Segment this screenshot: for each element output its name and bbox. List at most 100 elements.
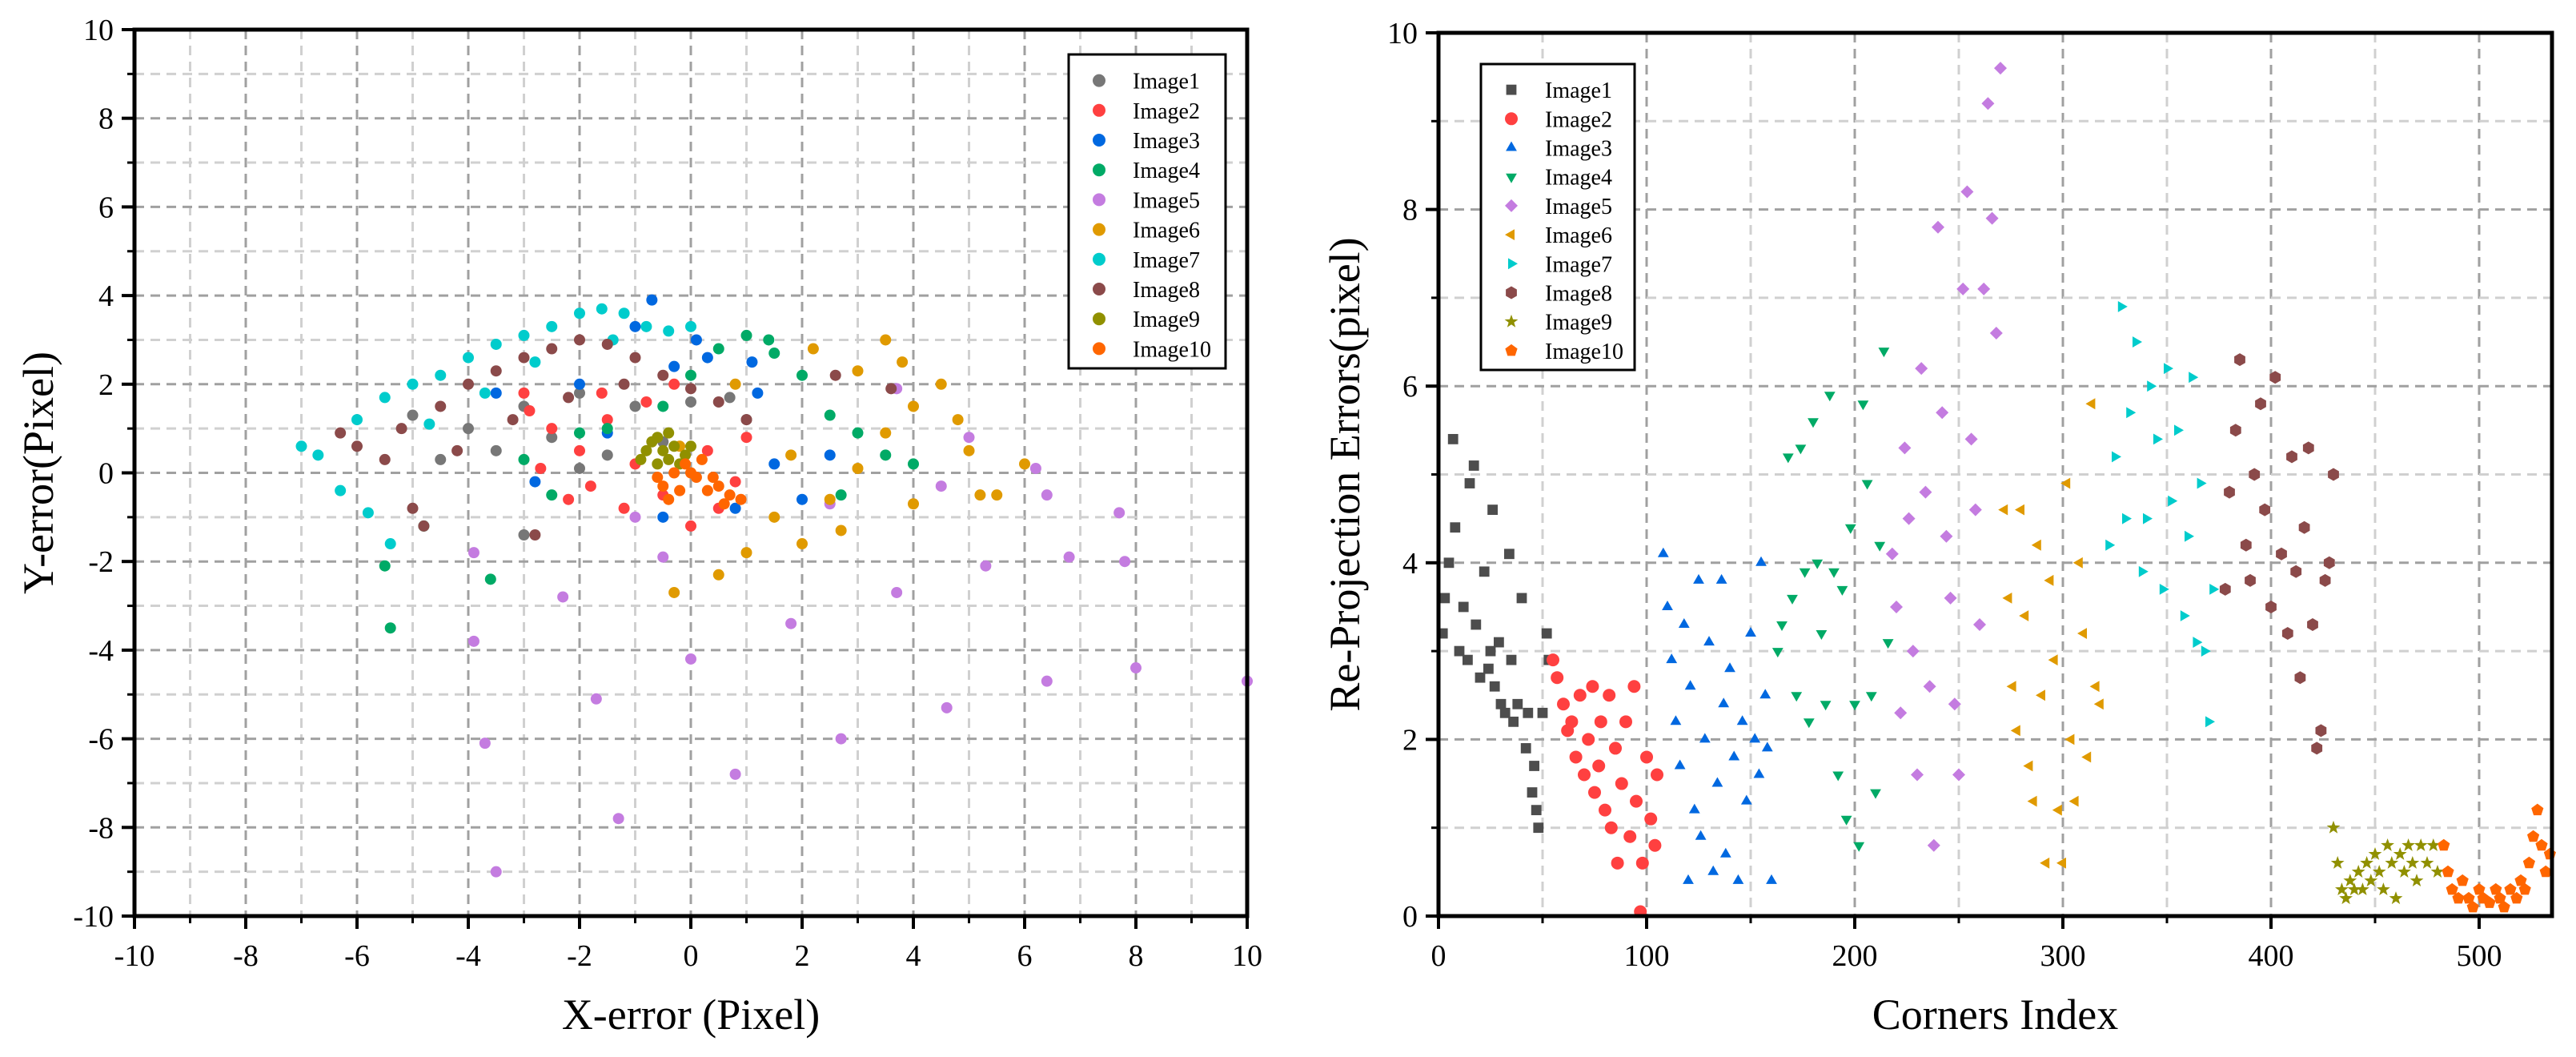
data-point <box>2504 882 2517 895</box>
data-point <box>618 502 630 514</box>
legend-item-image4: Image4 <box>1093 159 1200 183</box>
legend-marker-icon <box>1093 223 1105 236</box>
series-image9 <box>635 427 696 470</box>
data-point <box>2052 804 2062 816</box>
legend-label: Image7 <box>1133 248 1200 273</box>
data-point <box>1707 865 1719 875</box>
data-point <box>395 423 407 435</box>
data-point <box>1603 689 1616 702</box>
data-point <box>1994 62 2007 75</box>
data-point <box>574 378 585 390</box>
data-point <box>829 369 841 381</box>
data-point <box>2385 856 2399 869</box>
data-point <box>1468 460 1479 471</box>
data-point <box>657 511 669 523</box>
y-tick-label: 8 <box>1402 194 1418 227</box>
series-image2 <box>1547 653 1663 918</box>
data-point <box>1644 812 1658 826</box>
data-point <box>1791 692 1803 702</box>
data-point <box>2343 874 2357 886</box>
data-point <box>384 538 396 550</box>
data-point <box>2442 865 2454 878</box>
legend-marker-icon <box>1093 134 1105 147</box>
data-point <box>546 423 558 435</box>
legend-label: Image8 <box>1545 282 1612 307</box>
data-point <box>1911 768 1924 782</box>
legend-marker-icon <box>1093 74 1105 87</box>
data-point <box>1651 768 1663 782</box>
data-point <box>2249 468 2261 481</box>
data-point <box>824 449 836 461</box>
data-point <box>2060 477 2071 489</box>
data-point <box>2168 495 2178 507</box>
data-point <box>546 432 558 444</box>
x-tick-label: 6 <box>1017 939 1033 973</box>
data-point <box>335 484 347 496</box>
data-point <box>1989 327 2003 340</box>
data-point <box>463 378 474 390</box>
y-tick-label: 6 <box>98 191 114 224</box>
data-point <box>2010 725 2020 737</box>
data-point <box>1703 636 1715 646</box>
data-point <box>563 493 575 505</box>
data-point <box>379 560 391 572</box>
data-point <box>629 320 641 332</box>
data-point <box>463 352 474 364</box>
data-point <box>1695 830 1707 840</box>
data-point <box>729 378 741 390</box>
data-point <box>1485 645 1496 657</box>
data-point <box>729 768 741 780</box>
data-point <box>768 458 780 470</box>
legend-label: Image9 <box>1133 307 1200 332</box>
data-point <box>2259 503 2271 516</box>
data-point <box>1541 628 1552 639</box>
data-point <box>574 427 585 439</box>
data-point <box>479 387 491 399</box>
data-point <box>1865 692 1877 702</box>
data-point <box>796 369 808 381</box>
data-point <box>712 396 724 408</box>
data-point <box>463 423 474 435</box>
y-tick-label: -10 <box>73 900 114 934</box>
series-image8 <box>2219 353 2339 755</box>
x-tick-label: 2 <box>795 939 810 973</box>
data-point <box>685 467 696 479</box>
series-image7 <box>295 303 696 550</box>
data-point <box>1749 733 1761 743</box>
data-point <box>407 409 419 421</box>
y-tick-label: 6 <box>1402 370 1418 404</box>
data-point <box>729 502 741 514</box>
data-point <box>2276 547 2287 561</box>
legend-item-image8: Image8 <box>1506 282 1612 307</box>
data-point <box>852 365 864 377</box>
y-tick-label: 10 <box>83 14 114 47</box>
data-point <box>835 733 847 745</box>
data-point <box>2452 891 2465 904</box>
data-point <box>490 365 502 377</box>
data-point <box>2224 485 2235 499</box>
legend-label: Image5 <box>1545 195 1612 219</box>
data-point <box>1944 591 1957 605</box>
legend-item-image10: Image10 <box>1505 340 1623 364</box>
data-point <box>1952 768 1965 782</box>
data-point <box>657 400 669 412</box>
data-point <box>1506 654 1517 665</box>
data-point <box>1611 856 1624 870</box>
data-point <box>546 320 558 332</box>
legend-item-image9: Image9 <box>1093 307 1200 332</box>
data-point <box>640 320 652 332</box>
data-point <box>2326 820 2341 834</box>
data-point <box>1029 462 1041 474</box>
legend-marker-icon <box>1505 112 1518 126</box>
data-point <box>2409 874 2424 886</box>
right-scatter-panel: 0 100 200 300 400 500 0 2 4 6 8 10 Corners Index Re-P… <box>1321 17 2556 1039</box>
data-point <box>2356 882 2369 895</box>
data-point <box>690 334 702 346</box>
data-point <box>2298 520 2310 534</box>
series-image6 <box>1998 398 2104 869</box>
data-point <box>796 493 808 505</box>
data-point <box>1740 794 1752 805</box>
data-point <box>2189 372 2199 384</box>
data-point <box>2446 882 2458 895</box>
data-point <box>657 369 669 381</box>
